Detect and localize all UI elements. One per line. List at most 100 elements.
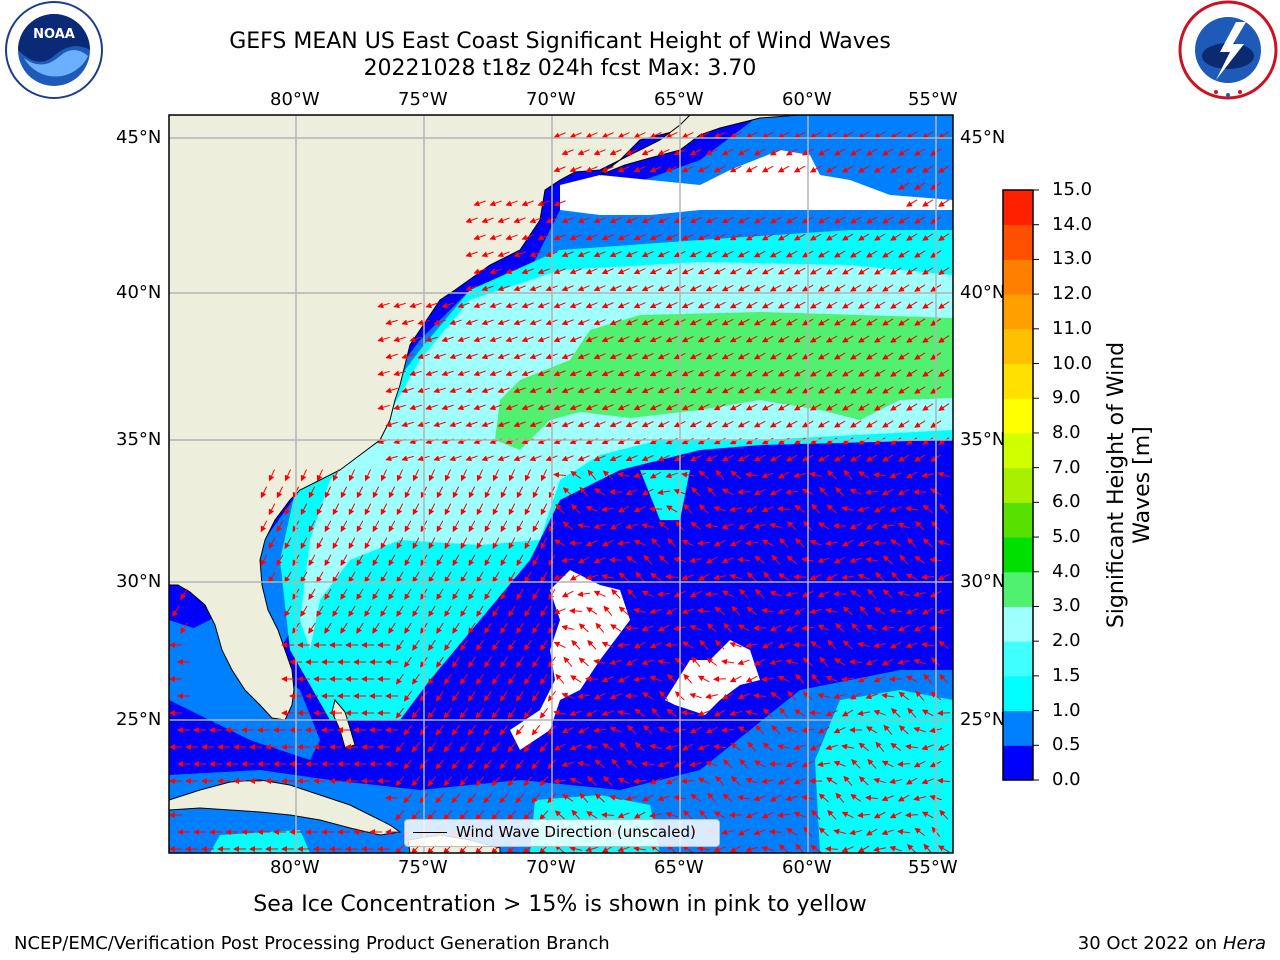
wave-arrow (906, 233, 918, 241)
wave-arrow (340, 554, 348, 567)
wave-arrow (617, 132, 630, 139)
colorbar-tick-label: 9.0 (1052, 387, 1081, 409)
wave-arrow (729, 301, 742, 309)
wave-arrow (577, 353, 590, 360)
wave-arrow (476, 469, 484, 482)
wave-arrow (754, 555, 766, 564)
wave-arrow (922, 504, 934, 514)
wave-arrow (593, 353, 606, 360)
wave-arrow (761, 233, 774, 241)
wave-arrow (777, 471, 790, 479)
wave-arrow (761, 506, 774, 513)
wave-arrow (874, 131, 886, 139)
wave-arrow (577, 285, 590, 292)
wave-arrow (737, 489, 751, 496)
wave-arrow (537, 404, 550, 411)
wave-arrow (938, 369, 950, 377)
wave-arrow (881, 523, 894, 530)
wave-arrow (529, 353, 542, 360)
wave-arrow (721, 250, 734, 258)
wave-arrow (625, 489, 638, 496)
wave-arrow (882, 284, 894, 292)
wave-arrow (601, 268, 614, 275)
wave-arrow (561, 421, 574, 428)
colorbar-swatch (1003, 502, 1033, 538)
wave-arrow (898, 386, 910, 394)
wave-arrow (721, 352, 734, 360)
wave-arrow (393, 302, 406, 309)
wave-arrow (922, 165, 934, 173)
wave-arrow (465, 251, 478, 258)
wave-arrow (529, 421, 542, 428)
lat-label-left: 30°N (116, 571, 162, 592)
wave-arrow (481, 421, 494, 428)
wave-arrow (907, 537, 917, 548)
wave-arrow (729, 165, 742, 173)
wave-arrow (889, 472, 902, 479)
wave-arrow (817, 284, 830, 292)
wave-arrow (681, 165, 694, 173)
wave-arrow (555, 503, 565, 514)
wave-arrow (882, 454, 894, 462)
wave-arrow (737, 250, 750, 258)
wave-arrow (609, 319, 622, 326)
wave-arrow (585, 132, 598, 139)
wave-arrow (276, 554, 284, 567)
wave-arrow (753, 352, 766, 360)
wave-arrow (388, 520, 396, 533)
wave-arrow (785, 284, 798, 292)
wave-arrow (393, 404, 406, 411)
wave-arrow (745, 233, 758, 241)
wave-arrow (460, 537, 468, 550)
wave-arrow (825, 267, 838, 275)
wave-arrow (889, 506, 902, 513)
wave-arrow (465, 387, 478, 394)
wave-arrow (825, 301, 838, 309)
wave-arrow (356, 486, 364, 499)
wave-arrow (593, 557, 606, 564)
wave-arrow (841, 437, 854, 445)
wave-arrow (826, 470, 837, 480)
wave-arrow (785, 216, 798, 224)
wave-arrow (769, 386, 782, 394)
wave-arrow (922, 199, 934, 207)
lat-label-right: 40°N (960, 282, 1006, 303)
wave-arrow (753, 148, 766, 156)
wave-arrow (857, 335, 870, 343)
colorbar-tick-label: 3.0 (1052, 595, 1081, 617)
wave-arrow (809, 369, 822, 377)
wave-arrow (561, 319, 574, 326)
wave-arrow (505, 370, 518, 377)
colorbar-swatch (1003, 467, 1033, 503)
wave-arrow (497, 353, 510, 360)
wave-arrow (769, 148, 782, 156)
wave-arrow (449, 353, 462, 360)
wave-arrow (577, 319, 590, 326)
wave-arrow (866, 318, 878, 326)
footer-date-text: 30 Oct 2022 on (1077, 933, 1218, 954)
wave-arrow (428, 537, 436, 550)
wave-arrow (849, 386, 862, 394)
wave-arrow (625, 217, 638, 224)
wave-arrow (521, 234, 534, 241)
wave-arrow (601, 302, 614, 309)
wave-arrow (697, 131, 710, 139)
wave-arrow (577, 149, 590, 156)
wave-arrow (404, 520, 412, 533)
wave-arrow (657, 217, 670, 224)
wave-arrow (425, 404, 438, 411)
wave-arrow (937, 539, 950, 546)
wave-arrow (553, 336, 566, 343)
wave-arrow (569, 132, 582, 139)
wave-arrow (609, 353, 622, 360)
wave-arrow (428, 469, 436, 482)
wave-arrow (284, 503, 292, 516)
wave-arrow (625, 149, 638, 156)
wave-arrow (513, 319, 526, 326)
wave-arrow (444, 503, 452, 516)
colorbar-swatch (1003, 571, 1033, 607)
wave-arrow (849, 318, 862, 326)
wave-arrow (356, 554, 364, 567)
wave-arrow (441, 336, 454, 343)
wave-arrow (449, 319, 462, 326)
